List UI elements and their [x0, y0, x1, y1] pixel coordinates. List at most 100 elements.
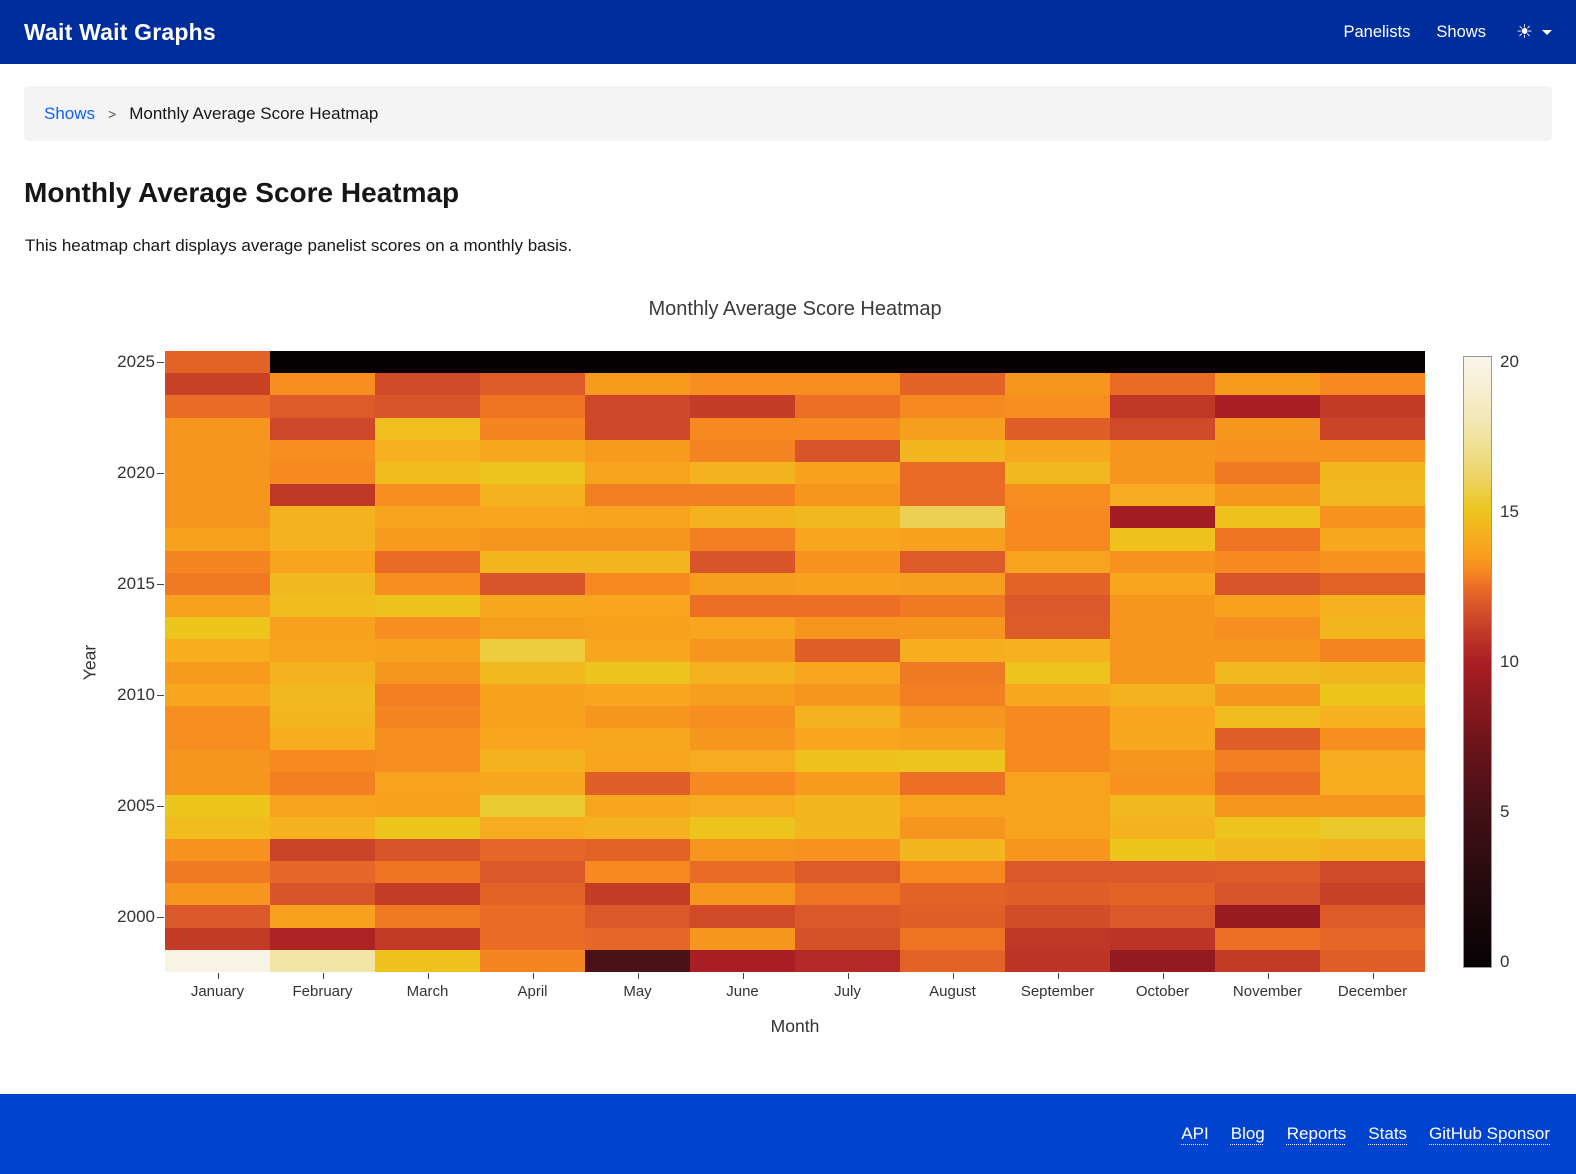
heatmap-cell [375, 351, 480, 374]
heatmap-cell [690, 905, 795, 928]
heatmap-cell [690, 794, 795, 817]
heatmap-cell [1215, 617, 1320, 640]
heatmap-cell [1215, 838, 1320, 862]
theme-toggle[interactable]: ☀ [1516, 23, 1552, 42]
x-tick-mark [532, 973, 534, 979]
top-nav: Panelists Shows ☀ [1317, 23, 1552, 42]
heatmap-cell [900, 639, 1005, 662]
heatmap-cell [1320, 351, 1425, 374]
heatmap-cell [585, 484, 690, 507]
heatmap-cell [270, 528, 375, 551]
heatmap-cell [1215, 683, 1320, 706]
heatmap-cell [375, 705, 480, 729]
heatmap-cell [165, 461, 270, 485]
footer-link-api[interactable]: API [1181, 1124, 1209, 1143]
heatmap-cell [795, 617, 900, 640]
heatmap-cell [585, 373, 690, 396]
heatmap-cell [1110, 728, 1215, 751]
footer-link-blog[interactable]: Blog [1230, 1124, 1265, 1143]
heatmap-cell [1215, 750, 1320, 773]
heatmap-cell [1320, 395, 1425, 418]
heatmap-cell [1320, 528, 1425, 551]
heatmap-cell [1005, 705, 1110, 729]
heatmap-cell [1320, 484, 1425, 507]
heatmap-cell [165, 838, 270, 862]
heatmap-cell [900, 728, 1005, 751]
heatmap-cell [1215, 373, 1320, 396]
heatmap-cell [375, 417, 480, 440]
heatmap-cell [1110, 949, 1215, 972]
heatmap-cell [1110, 395, 1215, 418]
heatmap-cell [480, 417, 585, 440]
heatmap-cell [900, 351, 1005, 374]
heatmap-cell [795, 683, 900, 706]
y-axis-title: Year [79, 644, 100, 681]
heatmap-cell [690, 949, 795, 972]
heatmap-cell [795, 927, 900, 950]
heatmap-cell [165, 351, 270, 374]
heatmap-cell [585, 617, 690, 640]
brand-title[interactable]: Wait Wait Graphs [24, 18, 216, 45]
heatmap-cell [1320, 794, 1425, 817]
heatmap-cell [585, 351, 690, 374]
footer-link-github-sponsor[interactable]: GitHub Sponsor [1429, 1124, 1550, 1143]
heatmap-cell [1005, 728, 1110, 751]
heatmap-cell [1005, 838, 1110, 862]
heatmap-cell [375, 639, 480, 662]
footer-link-stats[interactable]: Stats [1368, 1124, 1408, 1143]
heatmap-chart: Monthly Average Score Heatmap Month Year… [0, 256, 1576, 1056]
heatmap-cell [165, 506, 270, 529]
heatmap-cell [480, 661, 585, 684]
heatmap-cell [165, 927, 270, 950]
heatmap-cell [690, 484, 795, 507]
heatmap-cell [690, 661, 795, 684]
heatmap-cell [1320, 572, 1425, 595]
heatmap-cell [165, 861, 270, 884]
nav-shows[interactable]: Shows [1436, 22, 1486, 41]
heatmap-cell [900, 484, 1005, 507]
x-tick-label: January [190, 983, 245, 1000]
heatmap-cell [480, 550, 585, 573]
colorbar-tick-label: 0 [1500, 952, 1510, 971]
heatmap-cell [1320, 949, 1425, 972]
heatmap-cell [1215, 528, 1320, 551]
heatmap-cell [690, 816, 795, 839]
heatmap-cell [900, 816, 1005, 839]
footer-link-reports[interactable]: Reports [1286, 1124, 1347, 1143]
x-tick-mark [637, 973, 639, 979]
heatmap-cell [795, 373, 900, 396]
heatmap-cell [375, 949, 480, 972]
heatmap-cell [270, 772, 375, 795]
heatmap-cell [690, 417, 795, 440]
sun-icon: ☀ [1515, 21, 1533, 43]
heatmap-cell [900, 661, 1005, 684]
nav-panelists[interactable]: Panelists [1343, 22, 1411, 41]
heatmap-cell [795, 883, 900, 906]
heatmap-cell [375, 728, 480, 751]
heatmap-cell [375, 461, 480, 485]
breadcrumb: Shows > Monthly Average Score Heatmap [24, 86, 1552, 141]
heatmap-cell [1005, 617, 1110, 640]
heatmap-cells [165, 351, 1425, 972]
breadcrumb-shows-link[interactable]: Shows [44, 103, 96, 123]
heatmap-cell [1005, 572, 1110, 595]
heatmap-cell [795, 506, 900, 529]
x-tick-label: April [517, 983, 548, 1000]
heatmap-cell [270, 728, 375, 751]
heatmap-cell [375, 506, 480, 529]
colorbar-tick-label: 20 [1500, 352, 1519, 371]
heatmap-cell [1320, 683, 1425, 706]
heatmap-cell [1005, 351, 1110, 374]
heatmap-cell [375, 683, 480, 706]
heatmap-cell [165, 550, 270, 573]
y-tick-label: 2005 [117, 795, 155, 815]
heatmap-cell [270, 417, 375, 440]
heatmap-cell [375, 395, 480, 418]
heatmap-cell [585, 772, 690, 795]
heatmap-cell [270, 639, 375, 662]
heatmap-cell [480, 816, 585, 839]
heatmap-cell [900, 417, 1005, 440]
heatmap-cell [1215, 484, 1320, 507]
heatmap-cell [270, 550, 375, 573]
chart-title: Monthly Average Score Heatmap [648, 298, 942, 320]
